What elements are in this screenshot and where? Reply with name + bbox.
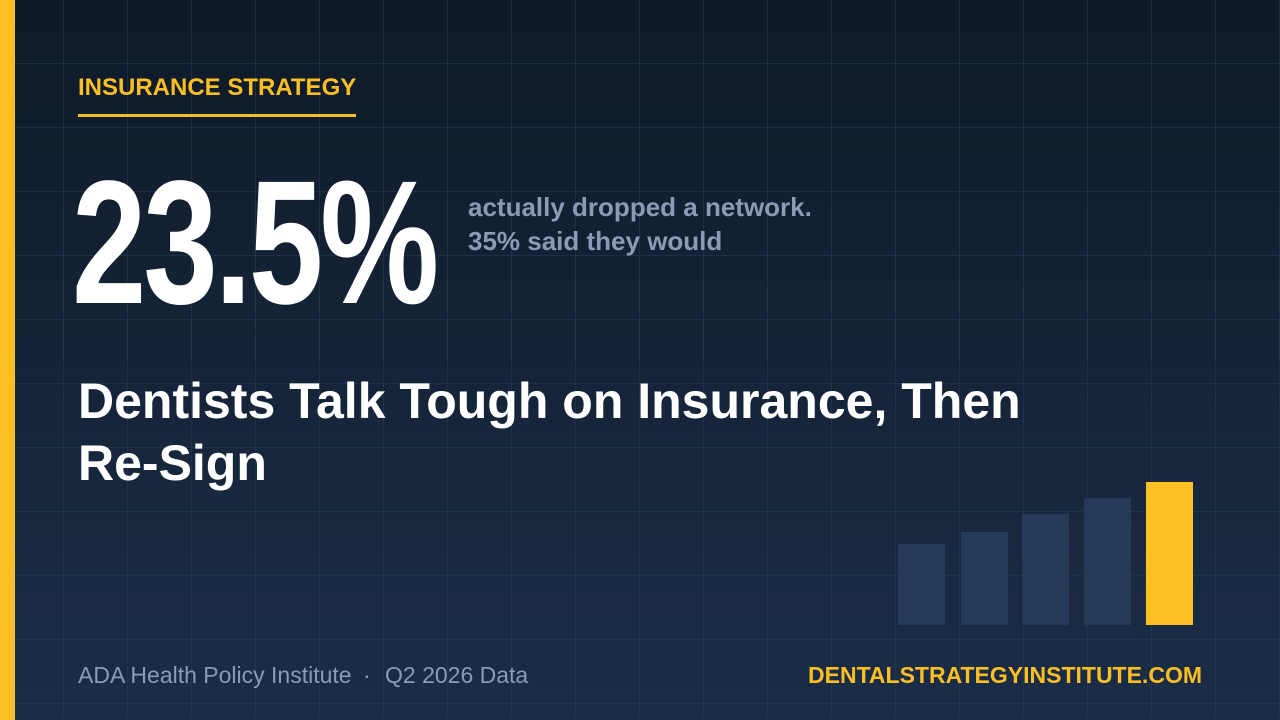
big-stat: 23.5% xyxy=(72,145,439,341)
footer-source: ADA Health Policy Institute xyxy=(78,662,352,688)
decor-bar xyxy=(1022,514,1069,625)
decor-bar xyxy=(1146,482,1193,625)
footer-period: Q2 2026 Data xyxy=(385,662,529,688)
footer-website: DENTALSTRATEGYINSTITUTE.COM xyxy=(808,662,1202,688)
category-label: INSURANCE STRATEGY xyxy=(78,74,357,117)
decor-bar xyxy=(1084,498,1131,625)
decor-bar xyxy=(898,544,945,625)
stat-line: 35% said they would xyxy=(468,226,723,256)
footer-separator: · xyxy=(363,662,371,688)
headline: Dentists Talk Tough on Insurance, Then R… xyxy=(78,373,1021,491)
accent-stripe xyxy=(0,0,15,720)
decor-bar xyxy=(961,532,1008,625)
stat-line: actually dropped a network. xyxy=(468,192,812,222)
